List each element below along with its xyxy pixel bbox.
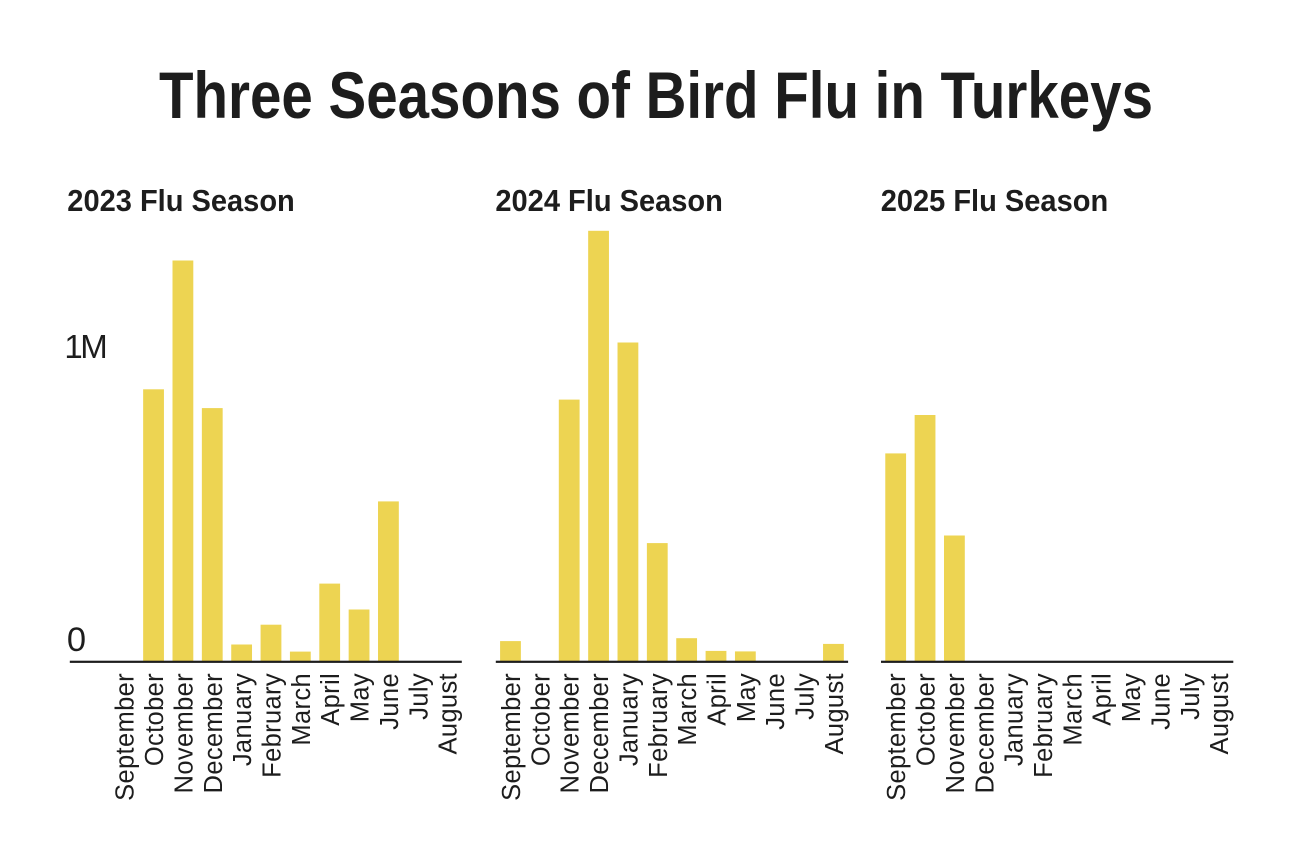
svg-text:2025 Flu Season: 2025 Flu Season — [881, 183, 1108, 218]
svg-text:May: May — [733, 673, 761, 722]
svg-text:February: February — [645, 673, 673, 778]
svg-text:July: July — [1177, 673, 1205, 720]
svg-text:January: January — [229, 673, 257, 766]
svg-text:January: January — [615, 673, 643, 766]
svg-text:2023 Flu Season: 2023 Flu Season — [67, 183, 294, 218]
svg-text:May: May — [347, 673, 375, 722]
svg-text:November: November — [170, 673, 198, 794]
svg-text:October: October — [527, 673, 555, 766]
svg-text:June: June — [376, 673, 404, 730]
svg-text:Three Seasons of Bird Flu in T: Three Seasons of Bird Flu in Turkeys — [159, 58, 1153, 132]
svg-text:August: August — [435, 673, 463, 755]
svg-text:2024 Flu Season: 2024 Flu Season — [495, 183, 723, 218]
svg-text:April: April — [1089, 673, 1117, 726]
svg-text:June: June — [1147, 673, 1175, 730]
svg-text:July: July — [792, 673, 820, 720]
svg-text:April: April — [704, 673, 732, 726]
svg-text:September: September — [883, 673, 911, 801]
svg-text:December: December — [971, 673, 999, 794]
svg-text:January: January — [1001, 673, 1029, 766]
svg-text:June: June — [762, 673, 790, 730]
svg-text:1M: 1M — [64, 328, 107, 365]
svg-text:December: December — [200, 673, 228, 794]
svg-text:February: February — [258, 673, 286, 778]
svg-text:August: August — [1206, 673, 1234, 755]
svg-text:November: November — [557, 673, 585, 794]
svg-text:August: August — [821, 673, 849, 755]
svg-text:September: September — [498, 673, 526, 801]
svg-text:March: March — [1059, 673, 1087, 746]
svg-text:October: October — [913, 673, 941, 766]
svg-text:March: March — [674, 673, 702, 746]
svg-text:July: July — [405, 673, 433, 720]
svg-text:April: April — [317, 673, 345, 726]
svg-text:May: May — [1118, 673, 1146, 722]
svg-text:November: November — [942, 673, 970, 794]
svg-text:0: 0 — [67, 621, 86, 659]
svg-text:September: September — [112, 673, 140, 801]
svg-text:October: October — [141, 673, 169, 766]
svg-text:February: February — [1030, 673, 1058, 778]
svg-text:March: March — [288, 673, 316, 746]
svg-text:December: December — [586, 673, 614, 794]
